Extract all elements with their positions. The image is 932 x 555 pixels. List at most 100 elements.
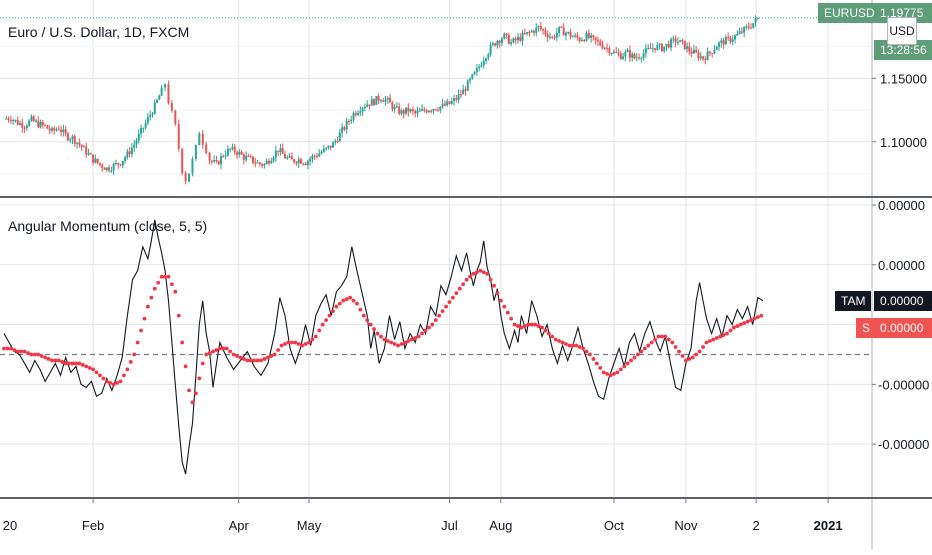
s-series-point (63, 361, 68, 366)
s-series-point (574, 343, 579, 348)
price-candle (334, 138, 337, 146)
price-candle (254, 157, 257, 168)
s-series-point (564, 342, 568, 346)
price-candle (341, 123, 344, 138)
s-series-point (139, 328, 143, 333)
s-series-point (601, 370, 606, 375)
candle-body (706, 51, 709, 61)
s-series-point (759, 313, 764, 318)
price-candle (12, 118, 15, 125)
s-series-point (337, 301, 342, 306)
candle-body (18, 123, 21, 125)
price-candle (427, 109, 430, 114)
s-series-point (533, 322, 538, 327)
s-series-point (567, 343, 572, 348)
candle-body (343, 127, 346, 130)
currency-button[interactable]: USD (887, 17, 917, 45)
price-candle (656, 41, 659, 51)
price-candle (416, 106, 419, 118)
s-series-point (557, 339, 562, 343)
price-candle (606, 43, 609, 53)
s-series-point (19, 349, 24, 354)
price-candle (612, 49, 615, 55)
candle-body (391, 102, 394, 110)
candle-body (78, 142, 81, 145)
candle-body (670, 39, 673, 48)
candle-body (555, 32, 558, 38)
price-candle (233, 143, 236, 156)
indicator-axis-label: 0.00000 (878, 198, 925, 213)
price-candle (85, 142, 88, 159)
s-series-point (379, 334, 383, 339)
price-candle (690, 47, 693, 58)
price-candle (191, 156, 194, 177)
candle-body (34, 120, 37, 122)
price-candle (236, 150, 239, 159)
candle-body (261, 164, 264, 166)
s-series-point (519, 325, 524, 330)
candle-body (491, 43, 494, 45)
s-series-point (197, 376, 202, 381)
s-series-point (670, 340, 675, 345)
price-candle (747, 22, 750, 31)
price-candle (439, 106, 442, 114)
candle-body (548, 36, 551, 38)
candle-body (400, 110, 403, 114)
candle-body (576, 35, 579, 38)
candle-body (103, 167, 106, 170)
s-series-point (372, 327, 376, 331)
price-candle (309, 156, 312, 166)
price-candle (414, 109, 417, 118)
candle-body (222, 156, 225, 158)
price-candle (261, 162, 264, 169)
candle-body (695, 49, 698, 53)
candle-body (686, 46, 689, 50)
candle-body (375, 96, 378, 105)
candle-body (177, 124, 180, 149)
price-candle (503, 32, 506, 40)
candle-body (217, 161, 220, 165)
price-candle (619, 50, 622, 60)
price-candle (736, 30, 739, 37)
s-series-point (307, 340, 311, 345)
candle-body (101, 164, 104, 168)
candle-body (411, 109, 414, 112)
s-series-point (5, 346, 10, 351)
candle-body (567, 31, 570, 33)
candle-body (727, 37, 730, 39)
price-candle (249, 154, 252, 158)
price-candle (676, 37, 679, 46)
candle-body (82, 146, 85, 148)
price-candle (704, 56, 707, 65)
price-candle (615, 46, 618, 54)
price-candle (718, 41, 721, 51)
price-candle (133, 139, 136, 153)
s-series-point (413, 336, 418, 340)
price-candle (108, 165, 111, 173)
s-series-point (629, 358, 633, 363)
candle-body (405, 107, 408, 114)
price-candle (167, 80, 170, 105)
candle-body (191, 158, 194, 174)
candle-body (546, 34, 549, 38)
s-series-point (385, 339, 390, 343)
main-legend: Euro / U.S. Dollar, 1D, FXCM (8, 24, 190, 40)
candle-body (224, 155, 227, 157)
candle-body (475, 68, 478, 72)
candle-body (94, 158, 97, 163)
price-candle (734, 34, 737, 44)
price-candle (322, 145, 325, 153)
price-candle (82, 145, 85, 148)
price-candle (418, 107, 421, 112)
candle-body (644, 48, 647, 54)
candle-body (270, 160, 273, 164)
s-series-point (437, 313, 442, 318)
price-candle (213, 155, 216, 164)
price-candle (208, 151, 211, 165)
candle-body (503, 33, 506, 39)
candle-body (315, 156, 318, 158)
candle-body (158, 95, 161, 100)
candle-body (462, 89, 465, 95)
candle-body (41, 121, 44, 125)
